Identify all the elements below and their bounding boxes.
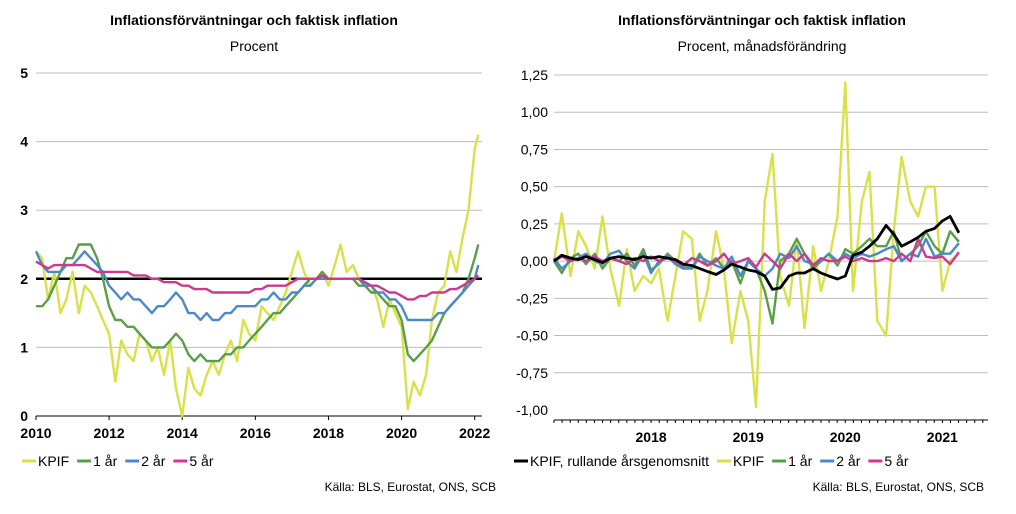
right-y-tick-label: 0,75 <box>521 141 548 157</box>
right-y-tick-label: 0,25 <box>521 216 548 232</box>
left-series-line-kpif <box>35 134 480 418</box>
right-chart-subtitle: Procent, månadsförändring <box>677 38 847 54</box>
right-legend-label-kpif-rullande-arsgenomsnitt: KPIF, rullande årsgenomsnitt <box>530 453 709 469</box>
right-chart-svg: -1,00 -0,75 -0,50 -0,25 0,00 0,25 0,50 0,75 1,00… <box>514 67 988 469</box>
left-x-tick-label: 2010 <box>20 425 51 441</box>
left-x-tick-label: 2014 <box>167 425 198 441</box>
right-series-line-kpif <box>552 81 960 409</box>
left-x-tick-label: 2022 <box>459 425 490 441</box>
left-y-tick-label: 5 <box>20 65 28 81</box>
right-y-tick-label: 0,00 <box>521 253 548 269</box>
right-series-line-5-ar <box>553 237 960 270</box>
right-series-line-kpif-rullande-arsgenomsnitt <box>553 214 961 291</box>
left-series-line-5-ar <box>35 260 480 301</box>
right-legend-label-5-ar: 5 år <box>884 453 908 469</box>
left-x-tick-label: 2016 <box>240 425 271 441</box>
left-y-tick-label: 4 <box>20 134 28 150</box>
left-series-line-1-ar <box>36 243 480 363</box>
right-legend-label-2-ar: 2 år <box>836 453 860 469</box>
left-y-tick-label: 2 <box>20 271 28 287</box>
right-legend-label-1-ar: 1 år <box>788 453 812 469</box>
right-y-tick-label: -0,25 <box>516 290 548 306</box>
right-y-tick-label: -0,50 <box>516 328 548 344</box>
left-x-tick-label: 2018 <box>313 425 344 441</box>
right-x-tick-label: 2020 <box>830 429 861 445</box>
left-y-tick-label: 3 <box>20 202 28 218</box>
right-x-tick-label: 2018 <box>636 429 667 445</box>
left-x-tick-label: 2012 <box>94 425 125 441</box>
right-chart-panel: Inflationsförväntningar och faktisk infl… <box>508 0 1016 514</box>
left-legend-label-5-ar: 5 år <box>189 453 213 469</box>
left-chart-panel: Inflationsförväntningar och faktisk infl… <box>20 12 496 494</box>
right-series-line-1-ar <box>552 230 960 325</box>
right-chart-source: Källa: BLS, Eurostat, ONS, SCB <box>812 480 984 494</box>
left-chart-subtitle: Procent <box>229 38 279 54</box>
left-x-tick-label: 2020 <box>386 425 417 441</box>
left-series-line-2-ar <box>34 250 480 322</box>
right-y-tick-label: -0,75 <box>516 365 548 381</box>
right-y-tick-label: 1,25 <box>521 67 548 83</box>
left-chart-svg: 0 1 2 3 4 5 2010 2012 2014 2016 2018 2020 2022 KPIF 1 … <box>20 65 490 469</box>
left-chart-source: Källa: BLS, Eurostat, ONS, SCB <box>324 480 496 494</box>
right-legend-label-kpif: KPIF <box>733 453 764 469</box>
left-legend-label-kpif: KPIF <box>38 453 69 469</box>
right-chart-title: Inflationsförväntningar och faktisk infl… <box>618 12 906 28</box>
right-series-line-2-ar <box>553 237 960 278</box>
left-y-tick-label: 0 <box>20 408 28 424</box>
right-y-tick-label: 1,00 <box>521 104 548 120</box>
left-y-tick-label: 1 <box>20 339 28 355</box>
right-x-tick-label: 2021 <box>927 429 958 445</box>
right-y-tick-label: 0,50 <box>521 179 548 195</box>
left-chart-title: Inflationsförväntningar och faktisk infl… <box>110 12 398 28</box>
right-y-tick-label: -1,00 <box>516 402 548 418</box>
left-legend-label-1-ar: 1 år <box>93 453 117 469</box>
right-x-tick-label: 2019 <box>733 429 764 445</box>
left-legend-label-2-ar: 2 år <box>141 453 165 469</box>
